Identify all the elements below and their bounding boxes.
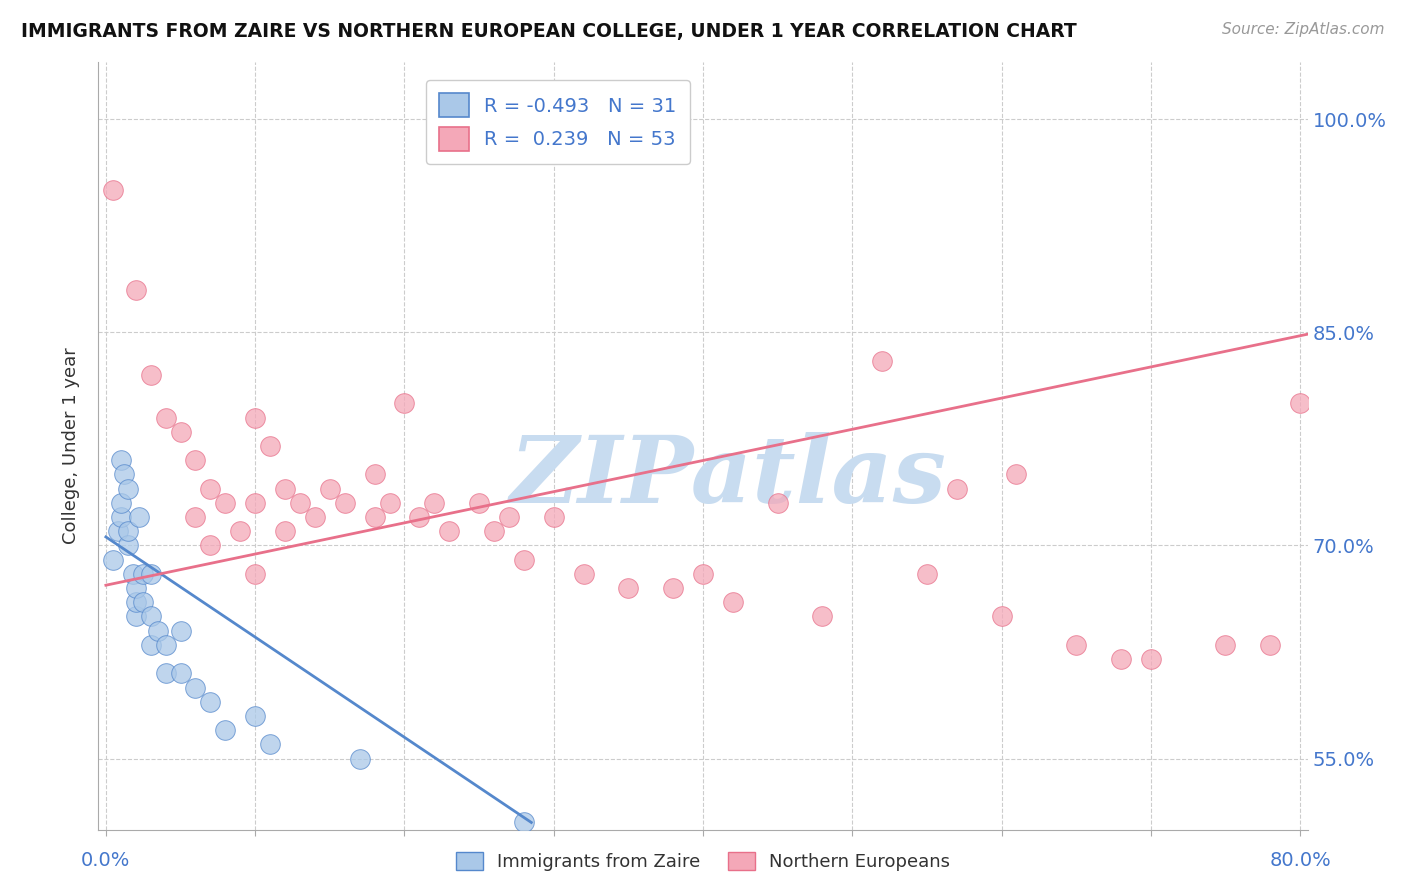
Point — [139, 368, 162, 382]
Point — [870, 353, 893, 368]
Point — [1215, 638, 1237, 652]
Point — [110, 510, 132, 524]
Point — [200, 695, 222, 709]
Point — [146, 624, 169, 638]
Point — [945, 482, 967, 496]
Point — [1005, 467, 1028, 482]
Legend: R = -0.493   N = 31, R =  0.239   N = 53: R = -0.493 N = 31, R = 0.239 N = 53 — [426, 79, 690, 164]
Legend: Immigrants from Zaire, Northern Europeans: Immigrants from Zaire, Northern European… — [449, 845, 957, 879]
Point — [1258, 638, 1281, 652]
Point — [125, 283, 148, 297]
Point — [572, 566, 595, 581]
Point — [125, 581, 148, 595]
Point — [125, 609, 148, 624]
Point — [132, 566, 155, 581]
Point — [184, 681, 207, 695]
Point — [259, 737, 281, 751]
Point — [274, 524, 297, 539]
Point — [721, 595, 744, 609]
Point — [243, 566, 266, 581]
Point — [378, 496, 401, 510]
Point — [155, 410, 177, 425]
Point — [543, 510, 565, 524]
Point — [125, 595, 148, 609]
Point — [243, 496, 266, 510]
Point — [482, 524, 505, 539]
Point — [439, 524, 461, 539]
Point — [319, 482, 342, 496]
Point — [117, 482, 139, 496]
Point — [214, 723, 236, 738]
Point — [1289, 396, 1312, 410]
Point — [112, 467, 135, 482]
Point — [155, 666, 177, 681]
Point — [513, 552, 536, 566]
Point — [259, 439, 281, 453]
Point — [304, 510, 326, 524]
Point — [513, 815, 536, 830]
Point — [468, 496, 491, 510]
Point — [1109, 652, 1132, 666]
Point — [184, 510, 207, 524]
Point — [200, 538, 222, 552]
Point — [110, 496, 132, 510]
Point — [915, 566, 938, 581]
Point — [423, 496, 446, 510]
Text: ZIPatlas: ZIPatlas — [509, 432, 946, 522]
Point — [117, 538, 139, 552]
Point — [139, 638, 162, 652]
Point — [1140, 652, 1163, 666]
Point — [139, 609, 162, 624]
Point — [155, 638, 177, 652]
Text: 80.0%: 80.0% — [1270, 851, 1331, 870]
Point — [214, 496, 236, 510]
Point — [766, 496, 789, 510]
Point — [229, 524, 252, 539]
Point — [394, 396, 416, 410]
Point — [169, 666, 191, 681]
Text: IMMIGRANTS FROM ZAIRE VS NORTHERN EUROPEAN COLLEGE, UNDER 1 YEAR CORRELATION CHA: IMMIGRANTS FROM ZAIRE VS NORTHERN EUROPE… — [21, 22, 1077, 41]
Point — [1064, 638, 1087, 652]
Point — [288, 496, 311, 510]
Point — [349, 751, 371, 765]
Text: Source: ZipAtlas.com: Source: ZipAtlas.com — [1222, 22, 1385, 37]
Text: 0.0%: 0.0% — [82, 851, 131, 870]
Point — [990, 609, 1012, 624]
Point — [662, 581, 685, 595]
Y-axis label: College, Under 1 year: College, Under 1 year — [62, 348, 80, 544]
Point — [200, 482, 222, 496]
Point — [333, 496, 356, 510]
Point — [184, 453, 207, 467]
Point — [128, 510, 150, 524]
Point — [132, 595, 155, 609]
Point — [103, 552, 125, 566]
Point — [121, 566, 143, 581]
Point — [498, 510, 520, 524]
Point — [139, 566, 162, 581]
Point — [274, 482, 297, 496]
Point — [243, 709, 266, 723]
Point — [107, 524, 129, 539]
Point — [169, 624, 191, 638]
Point — [103, 183, 125, 197]
Point — [117, 524, 139, 539]
Point — [243, 410, 266, 425]
Point — [408, 510, 430, 524]
Point — [1319, 624, 1341, 638]
Point — [169, 425, 191, 439]
Point — [110, 453, 132, 467]
Point — [811, 609, 834, 624]
Point — [363, 510, 385, 524]
Point — [692, 566, 714, 581]
Point — [617, 581, 640, 595]
Point — [363, 467, 385, 482]
